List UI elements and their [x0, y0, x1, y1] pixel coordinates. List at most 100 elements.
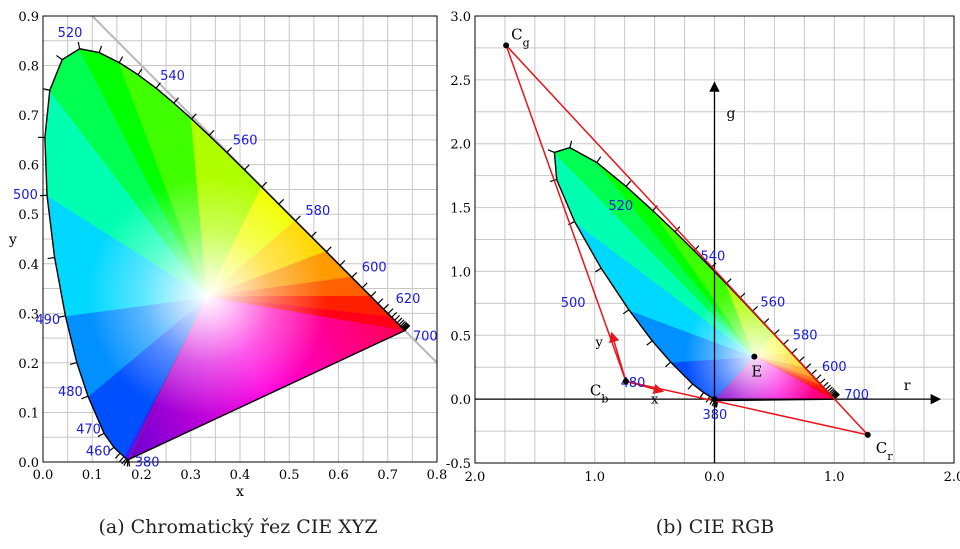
locus-tick [622, 309, 630, 315]
locus-tick [77, 41, 81, 49]
locus-tick [569, 140, 573, 148]
locus-tick [396, 317, 403, 324]
y-tick-label: 3.0 [450, 10, 471, 25]
y-tick-label: 0.9 [18, 10, 39, 25]
locus-tick [665, 361, 672, 368]
locus-tick [351, 272, 358, 278]
x-tick-label: 0.5 [279, 468, 300, 483]
wavelength-label: 580 [793, 329, 818, 344]
locus-tick [361, 282, 368, 289]
y-tick-label: 1.0 [450, 265, 471, 280]
x-tick-label: 0.2 [131, 468, 152, 483]
locus-tick [625, 180, 632, 187]
locus-tick [391, 311, 398, 318]
x-tick-label: 0.7 [377, 468, 398, 483]
x-tick-label: 2.0 [944, 470, 960, 485]
locus-tick [370, 291, 377, 297]
x-tick-label: 0.0 [33, 468, 54, 483]
wavelength-label: 540 [701, 249, 726, 264]
panel-b-rgb-chart: xy 2.01.00.01.02.0-0.50.00.51.01.52.02.5… [446, 10, 960, 485]
wavelength-label: 520 [58, 26, 83, 41]
y-tick-label: 0.6 [18, 159, 39, 174]
x-tick-label: 1.0 [584, 470, 605, 485]
spectral-locus [44, 48, 407, 461]
y-tick-label: 0.1 [18, 406, 39, 421]
x-tick-label: 0.4 [230, 468, 251, 483]
locus-tick [155, 82, 161, 89]
locus-tick [693, 245, 700, 252]
locus-tick [40, 194, 48, 197]
point-marker [503, 42, 510, 49]
wavelength-label: 500 [13, 188, 38, 203]
locus-tick [137, 68, 143, 76]
locus-tick [118, 56, 124, 63]
locus-tick [594, 267, 602, 273]
panel-b-r-axis-label: r [904, 378, 911, 394]
point-label: E [751, 363, 762, 381]
locus-tick [56, 55, 63, 61]
wavelength-label: 520 [608, 199, 633, 214]
wavelength-label: 600 [822, 360, 847, 375]
wavelength-label: 380 [703, 408, 728, 423]
basis-vector-label: x [651, 392, 659, 407]
y-tick-label: -0.5 [446, 457, 471, 472]
locus-tick [782, 339, 789, 345]
locus-tick [828, 388, 835, 394]
locus-tick [394, 314, 401, 321]
wavelength-label: 560 [233, 134, 258, 149]
locus-tick [773, 329, 780, 335]
locus-tick [596, 156, 602, 163]
locus-tick [833, 393, 840, 400]
point-marker [622, 378, 629, 385]
locus-tick [208, 129, 215, 136]
point-label-subscript: g [523, 36, 530, 49]
point-marker [751, 353, 758, 360]
locus-tick [401, 321, 408, 328]
x-tick-label: 0.6 [328, 468, 349, 483]
panel-a-tick-labels: 0.0 0.1 0.2 0.3 0.4 0.5 0.6 0.7 0.8 0.0 0.1 0.2 0.3 0… [18, 10, 447, 483]
locus-tick [108, 446, 115, 453]
locus-tick [810, 369, 817, 375]
panel-a-y-axis-label: y [8, 232, 17, 248]
locus-tick [398, 319, 405, 326]
x-tick-label: 0.8 [427, 468, 448, 483]
y-tick-label: 0.3 [18, 307, 39, 322]
y-tick-label: 0.0 [18, 456, 39, 471]
locus-tick [294, 215, 301, 222]
point-marker [864, 431, 871, 438]
locus-tick [58, 315, 66, 318]
panel-a-locus-fill [44, 48, 405, 460]
basis-vector-label: y [595, 336, 604, 351]
locus-tick [42, 88, 50, 91]
x-tick-label: 2.0 [465, 470, 486, 485]
locus-tick [822, 381, 829, 388]
locus-tick [402, 322, 408, 329]
locus-tick [829, 389, 836, 396]
locus-tick [191, 113, 197, 120]
locus-tick [646, 340, 653, 346]
point-label-subscript: r [887, 449, 893, 462]
locus-tick [383, 303, 389, 310]
locus-tick [47, 256, 55, 260]
locus-tick [547, 149, 555, 153]
locus-tick [830, 390, 837, 397]
locus-tick [226, 147, 233, 153]
wavelength-label: 620 [396, 292, 421, 307]
point-label: Cb [590, 381, 609, 405]
basis-vector-y [609, 331, 627, 382]
panel-b-plot-frame [474, 15, 955, 464]
wavelength-label: 700 [413, 330, 438, 345]
y-tick-label: 0.4 [18, 258, 39, 273]
wavelength-label: 600 [362, 260, 387, 275]
point-label: Cg [511, 25, 530, 49]
locus-tick [173, 97, 179, 104]
wavelength-label: 500 [561, 296, 586, 311]
locus-tick [121, 458, 127, 465]
locus-tick [825, 384, 831, 391]
locus-tick [261, 181, 268, 188]
wavelength-label: 480 [58, 385, 83, 400]
wavelength-label: 470 [76, 422, 101, 437]
wavelength-label: 460 [86, 444, 111, 459]
y-tick-label: 0.5 [18, 208, 39, 223]
